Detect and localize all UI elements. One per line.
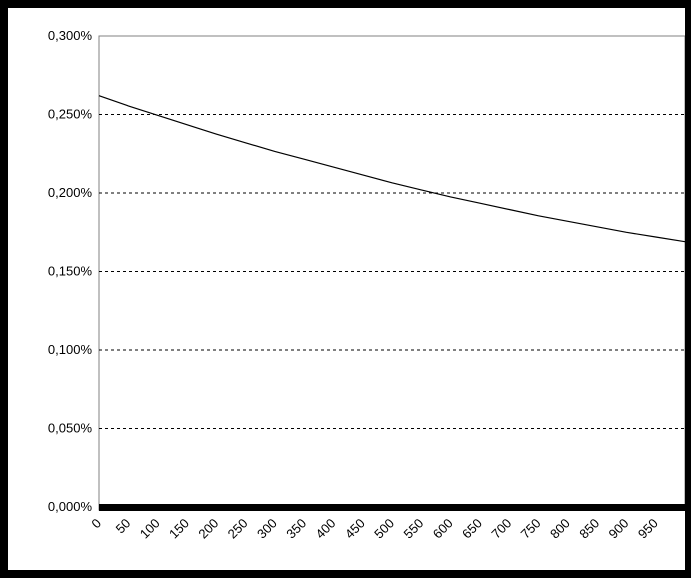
x-tick-label: 50 — [113, 516, 134, 537]
x-tick-label: 900 — [606, 516, 632, 542]
x-tick-label: 850 — [576, 516, 602, 542]
x-tick-label: 600 — [430, 516, 456, 542]
plot-area — [98, 35, 685, 511]
gridlines — [99, 114, 685, 429]
x-axis-tick-labels: 0 50 100 150 200 250 300 350 400 450 500 550 600 650 7… — [88, 516, 660, 542]
y-tick-label: 0,050% — [48, 421, 93, 436]
y-tick-label: 0,200% — [48, 185, 93, 200]
x-tick-label: 550 — [400, 516, 426, 542]
x-axis-baseline — [99, 504, 685, 511]
x-tick-label: 350 — [283, 516, 309, 542]
x-tick-label: 400 — [313, 516, 339, 542]
x-tick-label: 450 — [342, 516, 368, 542]
x-tick-label: 100 — [137, 516, 163, 542]
y-axis-tick-labels: 0,000% 0,050% 0,100% 0,150% 0,200% 0,250% 0,30… — [48, 28, 93, 514]
y-tick-label: 0,000% — [48, 499, 93, 514]
series-line — [98, 95, 685, 243]
y-tick-label: 0,100% — [48, 342, 93, 357]
x-tick-label: 950 — [635, 516, 661, 542]
x-tick-label: 700 — [488, 516, 514, 542]
x-tick-label: 250 — [225, 516, 251, 542]
x-tick-label: 300 — [254, 516, 280, 542]
y-tick-label: 0,150% — [48, 264, 93, 279]
y-tick-label: 0,250% — [48, 107, 93, 122]
x-tick-label: 200 — [195, 516, 221, 542]
x-tick-label: 150 — [166, 516, 192, 542]
y-tick-label: 0,300% — [48, 28, 93, 43]
x-tick-label: 650 — [459, 516, 485, 542]
line-chart: 0,000% 0,050% 0,100% 0,150% 0,200% 0,250% 0,30… — [48, 28, 685, 542]
x-tick-label: 750 — [518, 516, 544, 542]
x-tick-label: 500 — [371, 516, 397, 542]
x-tick-label: 800 — [547, 516, 573, 542]
x-tick-label: 0 — [88, 516, 104, 532]
chart-panel: 0,000% 0,050% 0,100% 0,150% 0,200% 0,250% 0,30… — [8, 8, 685, 570]
